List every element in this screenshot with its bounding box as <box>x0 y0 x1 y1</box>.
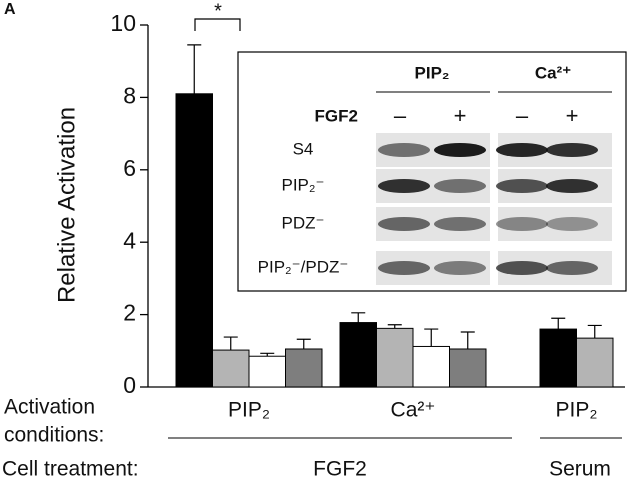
blot-band <box>546 179 598 193</box>
error-bar <box>351 312 366 323</box>
activation-label: conditions: <box>4 424 104 447</box>
panel-label: A <box>4 1 16 18</box>
error-bar <box>296 338 311 349</box>
bar <box>339 322 377 388</box>
blot-band <box>434 217 486 231</box>
blot-band <box>496 261 548 275</box>
significance-bracket <box>194 18 241 31</box>
treatment: FGF2 <box>313 458 367 481</box>
blot-band <box>496 217 548 231</box>
bar <box>576 337 614 388</box>
bar <box>376 327 414 388</box>
y-tick-label: 6 <box>123 155 136 181</box>
row-label: PIP₂⁻/PDZ⁻ <box>258 257 349 276</box>
lane-label: – <box>394 103 407 128</box>
error-bar <box>260 352 275 357</box>
activation-label: Activation <box>4 396 95 419</box>
blot-band <box>378 143 430 157</box>
x-tick-label: PIP₂ <box>556 399 598 422</box>
blot-band <box>434 179 486 193</box>
blot-band <box>378 179 430 193</box>
bar <box>212 349 250 388</box>
bar <box>175 93 213 388</box>
lane-label: + <box>454 103 467 128</box>
column-header: PIP₂ <box>415 63 450 82</box>
row-label: PIP₂⁻ <box>282 175 325 194</box>
blot-band <box>434 143 486 157</box>
y-tick-label: 8 <box>123 82 136 108</box>
significance-mark: * <box>214 0 222 22</box>
treatment: FGF2 <box>315 106 358 125</box>
y-tick-label: 4 <box>123 227 136 253</box>
treatment-label: Cell treatment: <box>2 458 139 481</box>
blot-band <box>546 261 598 275</box>
blot-panel <box>498 207 612 241</box>
blot-band <box>378 217 430 231</box>
blot-band <box>496 143 548 157</box>
y-tick-label: 0 <box>123 372 136 398</box>
error-bar <box>424 328 439 347</box>
treatment: Serum <box>549 458 611 481</box>
blot-band <box>546 217 598 231</box>
error-bar <box>551 317 566 330</box>
blot-band <box>378 261 430 275</box>
row-label: S4 <box>293 139 314 158</box>
error-bar <box>587 324 602 339</box>
error-bar <box>460 331 475 349</box>
blot-band <box>546 143 598 157</box>
y-tick-label: 2 <box>123 300 136 326</box>
error-bar <box>187 44 202 94</box>
lane-label: + <box>566 103 579 128</box>
bar <box>412 345 450 388</box>
error-bar <box>223 336 238 351</box>
column-header: Ca²⁺ <box>535 63 571 82</box>
x-tick-label: Ca²⁺ <box>391 399 436 422</box>
error-bar <box>387 324 402 329</box>
x-tick-label: PIP₂ <box>228 399 270 422</box>
y-axis-label: Relative Activation <box>53 107 80 303</box>
lane-label: – <box>516 103 529 128</box>
blot-band <box>496 179 548 193</box>
bar <box>539 328 577 388</box>
bar <box>248 355 286 388</box>
bar <box>449 348 487 388</box>
bar <box>285 348 323 388</box>
blot-band <box>434 261 486 275</box>
y-tick-label: 10 <box>110 10 136 36</box>
row-label: PDZ⁻ <box>282 213 325 232</box>
inset: PIP₂ Ca²⁺ FGF2 – + – + S4 PIP₂⁻ PDZ⁻ PIP… <box>237 51 627 292</box>
